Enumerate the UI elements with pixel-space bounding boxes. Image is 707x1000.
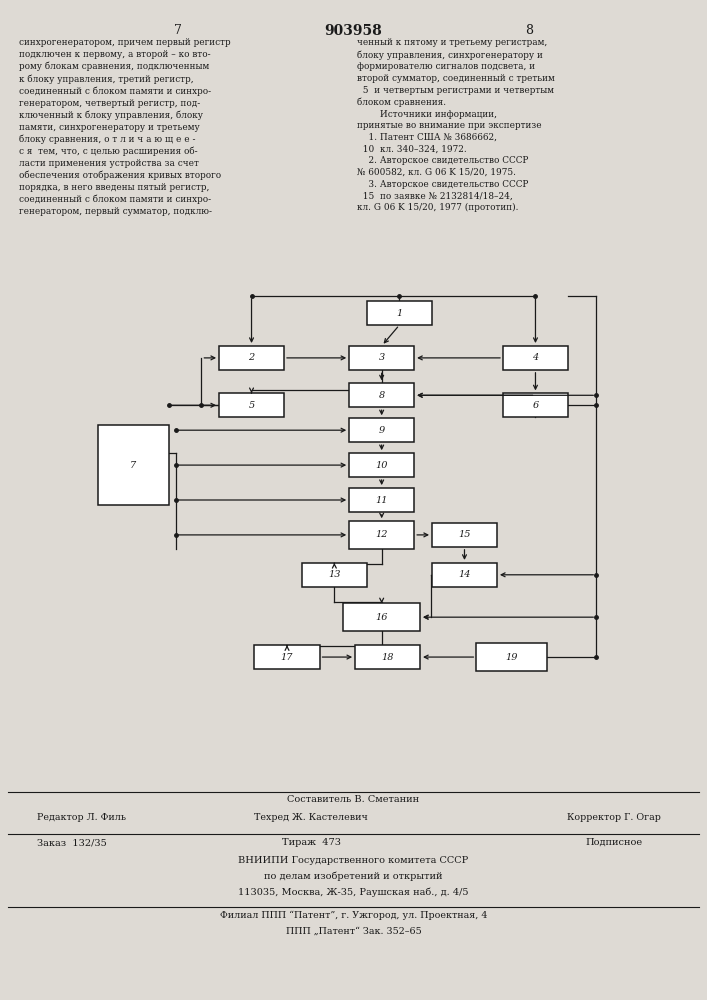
Text: Составитель В. Сметанин: Составитель В. Сметанин — [288, 795, 419, 804]
Bar — [349, 488, 414, 512]
Text: 5: 5 — [248, 401, 255, 410]
Bar — [367, 301, 432, 325]
Bar — [343, 603, 420, 631]
Text: 18: 18 — [381, 653, 394, 662]
Bar — [349, 521, 414, 549]
Text: 9: 9 — [378, 426, 385, 435]
Bar — [355, 645, 420, 669]
Text: 903958: 903958 — [325, 24, 382, 38]
Text: Техред Ж. Кастелевич: Техред Ж. Кастелевич — [255, 813, 368, 822]
Bar — [302, 563, 367, 587]
Text: 15: 15 — [458, 530, 471, 539]
Text: 11: 11 — [375, 496, 388, 505]
Text: 7: 7 — [130, 461, 136, 470]
Text: синхрогенератором, причем первый регистр
подключен к первому, а второй – ко вто-: синхрогенератором, причем первый регистр… — [19, 38, 230, 216]
Bar — [349, 453, 414, 477]
Bar — [503, 346, 568, 370]
Text: Корректор Г. Огар: Корректор Г. Огар — [567, 813, 661, 822]
Text: 16: 16 — [375, 613, 388, 622]
Text: по делам изобретений и открытий: по делам изобретений и открытий — [264, 872, 443, 881]
Text: 2: 2 — [248, 353, 255, 362]
Bar — [349, 346, 414, 370]
Text: 3: 3 — [378, 353, 385, 362]
Bar — [255, 645, 320, 669]
Bar — [219, 393, 284, 417]
Text: Филиал ППП “Патент”, г. Ужгород, ул. Проектная, 4: Филиал ППП “Патент”, г. Ужгород, ул. Про… — [220, 911, 487, 920]
Text: Подписное: Подписное — [585, 838, 643, 847]
Text: 10: 10 — [375, 461, 388, 470]
Text: 8: 8 — [378, 391, 385, 400]
Text: 13: 13 — [328, 570, 341, 579]
Text: 1: 1 — [397, 309, 402, 318]
Text: 17: 17 — [281, 653, 293, 662]
Text: Редактор Л. Филь: Редактор Л. Филь — [37, 813, 126, 822]
Bar — [432, 523, 497, 547]
Text: ВНИИПИ Государственного комитета СССР: ВНИИПИ Государственного комитета СССР — [238, 856, 469, 865]
Bar — [349, 383, 414, 407]
Text: 113035, Москва, Ж-35, Раушская наб., д. 4/5: 113035, Москва, Ж-35, Раушская наб., д. … — [238, 888, 469, 897]
Text: ППП „Патент“ Зак. 352–65: ППП „Патент“ Зак. 352–65 — [286, 927, 421, 936]
Text: 4: 4 — [532, 353, 539, 362]
Text: 14: 14 — [458, 570, 471, 579]
Bar — [503, 393, 568, 417]
Text: 7: 7 — [173, 24, 182, 37]
Text: 12: 12 — [375, 530, 388, 539]
Text: 8: 8 — [525, 24, 534, 37]
Bar — [349, 418, 414, 442]
Text: Тираж  473: Тираж 473 — [282, 838, 341, 847]
Text: 19: 19 — [506, 653, 518, 662]
Text: 6: 6 — [532, 401, 539, 410]
Text: Заказ  132/35: Заказ 132/35 — [37, 838, 106, 847]
Bar — [98, 425, 169, 505]
Bar — [219, 346, 284, 370]
Bar — [477, 643, 547, 671]
Text: ченный к пятому и третьему регистрам,
блоку управления, синхрогенератору и
форми: ченный к пятому и третьему регистрам, бл… — [357, 38, 555, 212]
Bar — [432, 563, 497, 587]
